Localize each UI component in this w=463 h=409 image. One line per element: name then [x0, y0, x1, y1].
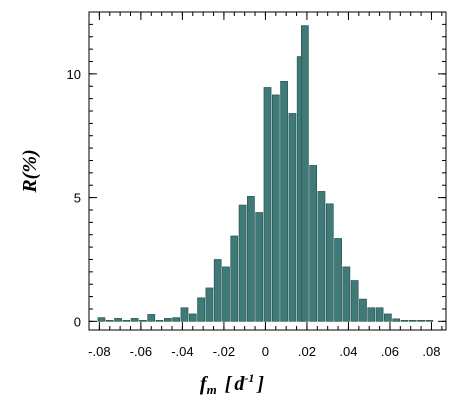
x-axis-title-open-bracket: [: [225, 373, 233, 395]
bar-28: [325, 203, 334, 322]
bar-39: [417, 320, 425, 322]
bar-35: [384, 313, 392, 322]
bar-23: [288, 113, 297, 322]
bar-16: [230, 235, 239, 322]
y-tick-label-0: 0: [74, 314, 81, 329]
bar-3: [122, 320, 131, 322]
bar-9: [172, 317, 181, 322]
bar-10: [180, 307, 189, 322]
bar-33: [367, 307, 376, 322]
bar-17: [238, 204, 247, 322]
bar-20: [263, 87, 272, 322]
x-axis-title: fm [d-1]: [200, 371, 264, 397]
bar-40: [425, 320, 434, 322]
bar-8: [164, 318, 172, 322]
x-tick-label-2: -.04: [171, 344, 193, 359]
bar-36: [392, 318, 401, 322]
bar-5: [139, 320, 147, 322]
x-tick-label-3: -.02: [213, 344, 235, 359]
bars-group: [97, 25, 434, 322]
x-tick-label-4: 0: [262, 344, 269, 359]
bar-7: [155, 320, 164, 322]
bar-18: [247, 196, 255, 322]
bar-25: [301, 25, 309, 322]
x-axis-title-subscript: m: [207, 382, 217, 397]
x-tick-label-1: -.06: [130, 344, 152, 359]
bar-30: [342, 266, 351, 322]
bar-21: [271, 94, 280, 322]
bar-0: [97, 317, 106, 322]
bar-27: [317, 191, 326, 322]
bar-11: [188, 313, 197, 322]
x-axis-title-main: f: [200, 373, 209, 395]
y-tick-label-1: 5: [74, 191, 81, 206]
bar-2: [114, 318, 122, 322]
x-tick-label-7: .06: [381, 344, 399, 359]
bar-37: [400, 320, 409, 322]
bar-19: [255, 212, 264, 322]
bar-13: [205, 287, 214, 322]
bar-12: [197, 297, 205, 322]
bar-4: [130, 318, 139, 322]
plot-frame: [88, 11, 447, 331]
y-axis-title: R(%): [19, 149, 41, 193]
bar-32: [359, 298, 367, 322]
x-axis-title-superscript: -1: [244, 371, 254, 385]
x-tick-label-0: -.08: [88, 344, 110, 359]
ticks-group: [88, 11, 446, 330]
bar-15: [222, 266, 230, 322]
bar-29: [334, 238, 342, 322]
bar-1: [105, 320, 114, 322]
x-tick-label-6: .04: [339, 344, 357, 359]
x-tick-label-5: .02: [298, 344, 316, 359]
x-tick-label-8: .08: [422, 344, 440, 359]
bar-34: [375, 307, 384, 322]
x-axis-title-unit: d: [234, 373, 245, 395]
bar-22: [280, 80, 288, 322]
bar-26: [309, 165, 318, 322]
x-axis-title-close-bracket: ]: [255, 373, 264, 395]
bar-31: [350, 280, 359, 322]
bar-14: [213, 259, 222, 322]
bar-6: [147, 314, 156, 322]
tick-labels-group: -.08 -.06 -.04 -.02 0 .02 .04 .06 .08 0 5 10: [67, 67, 441, 359]
bar-38: [408, 320, 417, 322]
y-tick-label-2: 10: [67, 67, 81, 82]
